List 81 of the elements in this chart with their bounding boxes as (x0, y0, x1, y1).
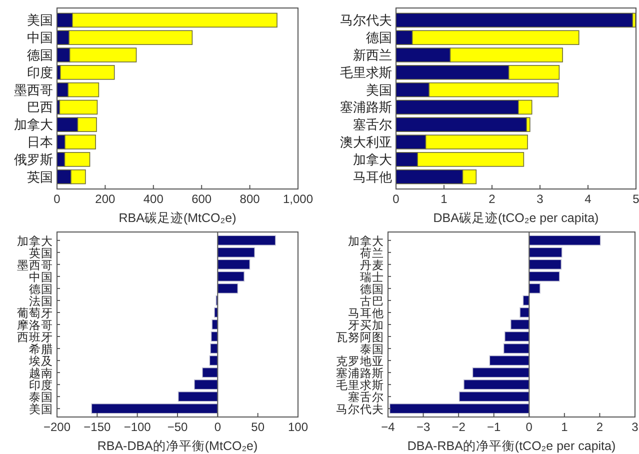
x-tick-label: 400 (143, 192, 164, 206)
y-tick-label: 泰国 (360, 343, 384, 356)
y-tick-label: 马耳他 (353, 169, 392, 184)
y-tick-label: 美国 (366, 82, 392, 98)
x-tick-label: −100 (124, 420, 152, 434)
x-tick-label: 0 (526, 420, 533, 434)
y-tick-label: 俄罗斯 (14, 152, 53, 167)
y-tick-label: 瓦努阿图 (336, 331, 384, 344)
x-tick-label: 1 (440, 192, 448, 206)
x-tick-label: 100 (288, 420, 308, 434)
x-axis-title: DBA碳足迹(tCO₂e per capita) (433, 210, 599, 225)
y-tick-label: 摩洛哥 (17, 318, 53, 332)
x-tick-label: 1 (561, 420, 568, 434)
x-axis-title: RBA碳足迹(MtCO₂e) (118, 210, 236, 225)
x-tick-label: 4 (584, 192, 592, 206)
y-tick-label: 德国 (27, 47, 53, 62)
x-tick-label: 0 (392, 192, 400, 206)
x-tick-label: 0 (214, 420, 222, 434)
x-tick-label: −4 (381, 420, 396, 434)
y-tick-label: 马尔代夫 (336, 403, 384, 416)
x-tick-label: −50 (167, 420, 188, 434)
x-tick-label: 2 (596, 420, 604, 434)
y-tick-label: 瑞士 (360, 270, 384, 284)
y-tick-label: 澳大利亚 (340, 134, 392, 150)
y-tick-label: 塞浦路斯 (336, 366, 384, 380)
x-tick-label: 5 (632, 192, 639, 206)
y-tick-label: 丹麦 (360, 258, 384, 272)
x-tick-label: 800 (240, 192, 260, 206)
x-tick-label: 50 (251, 420, 265, 434)
y-tick-label: 加拿大 (14, 117, 53, 132)
x-tick-label: 200 (95, 192, 116, 206)
x-tick-label: 0 (54, 192, 61, 206)
y-tick-label: 越南 (29, 367, 53, 380)
x-tick-label: 600 (192, 192, 212, 206)
y-tick-label: 荷兰 (360, 246, 384, 260)
y-tick-label: 葡萄牙 (17, 306, 53, 320)
y-tick-label: 德国 (360, 282, 384, 296)
y-tick-label: 中国 (27, 30, 53, 46)
y-tick-label: 塞浦路斯 (340, 100, 392, 115)
y-tick-label: 毛里求斯 (340, 64, 392, 80)
y-tick-label: 印度 (27, 64, 53, 80)
x-tick-label: −150 (84, 420, 112, 434)
y-tick-label: 法国 (29, 294, 53, 308)
x-tick-label: 2 (488, 192, 496, 206)
y-tick-label: 英国 (29, 246, 53, 260)
y-tick-label: 德国 (366, 30, 392, 46)
y-tick-label: 加拿大 (353, 152, 392, 167)
y-tick-label: 印度 (29, 378, 53, 392)
x-tick-label: 3 (632, 420, 639, 434)
y-tick-label: 希腊 (29, 343, 53, 356)
y-tick-label: 塞舌尔 (353, 117, 392, 132)
y-tick-label: 马耳他 (348, 306, 384, 320)
x-tick-label: 3 (536, 192, 544, 206)
x-tick-label: −3 (416, 420, 430, 434)
x-axis-title: DBA-RBA的净平衡(tCO₂e per capita) (407, 439, 616, 453)
y-tick-label: 墨西哥 (14, 82, 53, 98)
y-tick-label: 中国 (29, 270, 53, 284)
y-tick-label: 美国 (27, 12, 53, 28)
y-tick-label: 泰国 (29, 391, 53, 404)
y-tick-label: 日本 (27, 134, 53, 150)
y-tick-label: 德国 (29, 282, 53, 296)
y-tick-label: 巴西 (27, 100, 53, 115)
y-tick-label: 墨西哥 (17, 258, 53, 272)
y-tick-label: 毛里求斯 (336, 378, 384, 392)
y-tick-label: 塞舌尔 (348, 390, 384, 404)
x-tick-label: −2 (452, 420, 466, 434)
y-tick-label: 美国 (29, 402, 53, 416)
y-tick-label: 加拿大 (348, 234, 384, 248)
y-tick-label: 加拿大 (17, 234, 53, 248)
x-axis-title: RBA-DBA的净平衡(MtCO₂e) (97, 439, 258, 453)
y-tick-label: 新西兰 (353, 47, 392, 62)
y-tick-label: 埃及 (28, 355, 53, 368)
y-tick-label: 西班牙 (17, 331, 53, 344)
y-tick-label: 克罗地亚 (336, 355, 384, 368)
y-tick-label: 牙买加 (348, 319, 384, 332)
x-tick-label: 1,000 (282, 192, 314, 206)
x-tick-label: −1 (487, 420, 502, 434)
y-tick-label: 马尔代夫 (340, 12, 392, 28)
y-tick-label: 英国 (27, 169, 53, 184)
y-tick-label: 古巴 (360, 294, 384, 308)
x-tick-label: −200 (43, 420, 71, 434)
